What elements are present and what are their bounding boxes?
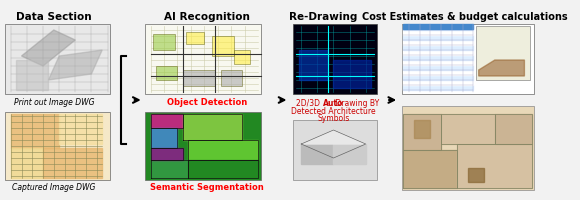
Bar bbox=[212, 36, 234, 56]
Text: Re-Drawing: Re-Drawing bbox=[288, 12, 357, 22]
Polygon shape bbox=[468, 168, 484, 182]
Text: Cost Estimates & budget calculations: Cost Estimates & budget calculations bbox=[362, 12, 568, 22]
Polygon shape bbox=[301, 130, 366, 144]
Polygon shape bbox=[334, 60, 371, 88]
Text: Auto: Auto bbox=[322, 99, 343, 108]
FancyBboxPatch shape bbox=[5, 112, 110, 180]
Polygon shape bbox=[441, 114, 495, 144]
Polygon shape bbox=[21, 30, 75, 66]
Text: AI Recognition: AI Recognition bbox=[164, 12, 250, 22]
FancyBboxPatch shape bbox=[293, 120, 376, 180]
Polygon shape bbox=[404, 35, 473, 40]
Polygon shape bbox=[404, 85, 473, 90]
Polygon shape bbox=[43, 148, 102, 178]
Text: Data Section: Data Section bbox=[16, 12, 92, 22]
Polygon shape bbox=[151, 114, 183, 128]
Polygon shape bbox=[301, 144, 333, 164]
Polygon shape bbox=[404, 45, 473, 50]
Polygon shape bbox=[151, 160, 188, 178]
Text: Object Detection: Object Detection bbox=[167, 98, 247, 107]
Text: 2D/3D: 2D/3D bbox=[296, 99, 322, 108]
Polygon shape bbox=[404, 55, 473, 60]
FancyBboxPatch shape bbox=[403, 106, 534, 190]
Polygon shape bbox=[457, 144, 532, 188]
Bar bbox=[220, 70, 242, 86]
FancyBboxPatch shape bbox=[5, 24, 110, 94]
Polygon shape bbox=[11, 148, 43, 178]
Polygon shape bbox=[188, 140, 258, 160]
Polygon shape bbox=[299, 50, 328, 80]
FancyBboxPatch shape bbox=[145, 112, 261, 180]
Polygon shape bbox=[404, 80, 473, 85]
Polygon shape bbox=[334, 144, 366, 164]
Polygon shape bbox=[404, 150, 457, 188]
FancyBboxPatch shape bbox=[403, 24, 534, 94]
Polygon shape bbox=[478, 60, 524, 76]
Polygon shape bbox=[404, 65, 473, 70]
Polygon shape bbox=[414, 120, 430, 138]
Polygon shape bbox=[188, 160, 258, 178]
FancyBboxPatch shape bbox=[293, 24, 376, 94]
Text: Print out Image DWG: Print out Image DWG bbox=[13, 98, 94, 107]
Text: Semantic Segmentation: Semantic Segmentation bbox=[150, 183, 264, 192]
Polygon shape bbox=[404, 70, 473, 75]
Polygon shape bbox=[48, 50, 102, 80]
Polygon shape bbox=[495, 114, 532, 144]
Polygon shape bbox=[404, 114, 441, 150]
Polygon shape bbox=[404, 75, 473, 80]
Bar bbox=[153, 34, 175, 50]
Bar bbox=[156, 66, 177, 80]
Polygon shape bbox=[151, 148, 183, 160]
Text: Drawing BY: Drawing BY bbox=[334, 99, 380, 108]
Polygon shape bbox=[404, 60, 473, 65]
Polygon shape bbox=[404, 25, 473, 30]
Polygon shape bbox=[404, 50, 473, 55]
Polygon shape bbox=[59, 114, 102, 144]
Polygon shape bbox=[183, 114, 242, 140]
Bar bbox=[234, 50, 250, 64]
Text: Captured Image DWG: Captured Image DWG bbox=[12, 183, 96, 192]
Polygon shape bbox=[11, 114, 59, 148]
Text: Symbols: Symbols bbox=[317, 114, 350, 123]
FancyBboxPatch shape bbox=[476, 26, 530, 80]
Polygon shape bbox=[151, 128, 177, 148]
Text: Detected Architecture: Detected Architecture bbox=[291, 107, 376, 116]
Polygon shape bbox=[404, 40, 473, 45]
Polygon shape bbox=[404, 30, 473, 35]
Polygon shape bbox=[404, 24, 473, 29]
Bar bbox=[186, 32, 204, 44]
FancyBboxPatch shape bbox=[145, 24, 261, 94]
Bar bbox=[183, 70, 215, 86]
Polygon shape bbox=[16, 60, 48, 90]
